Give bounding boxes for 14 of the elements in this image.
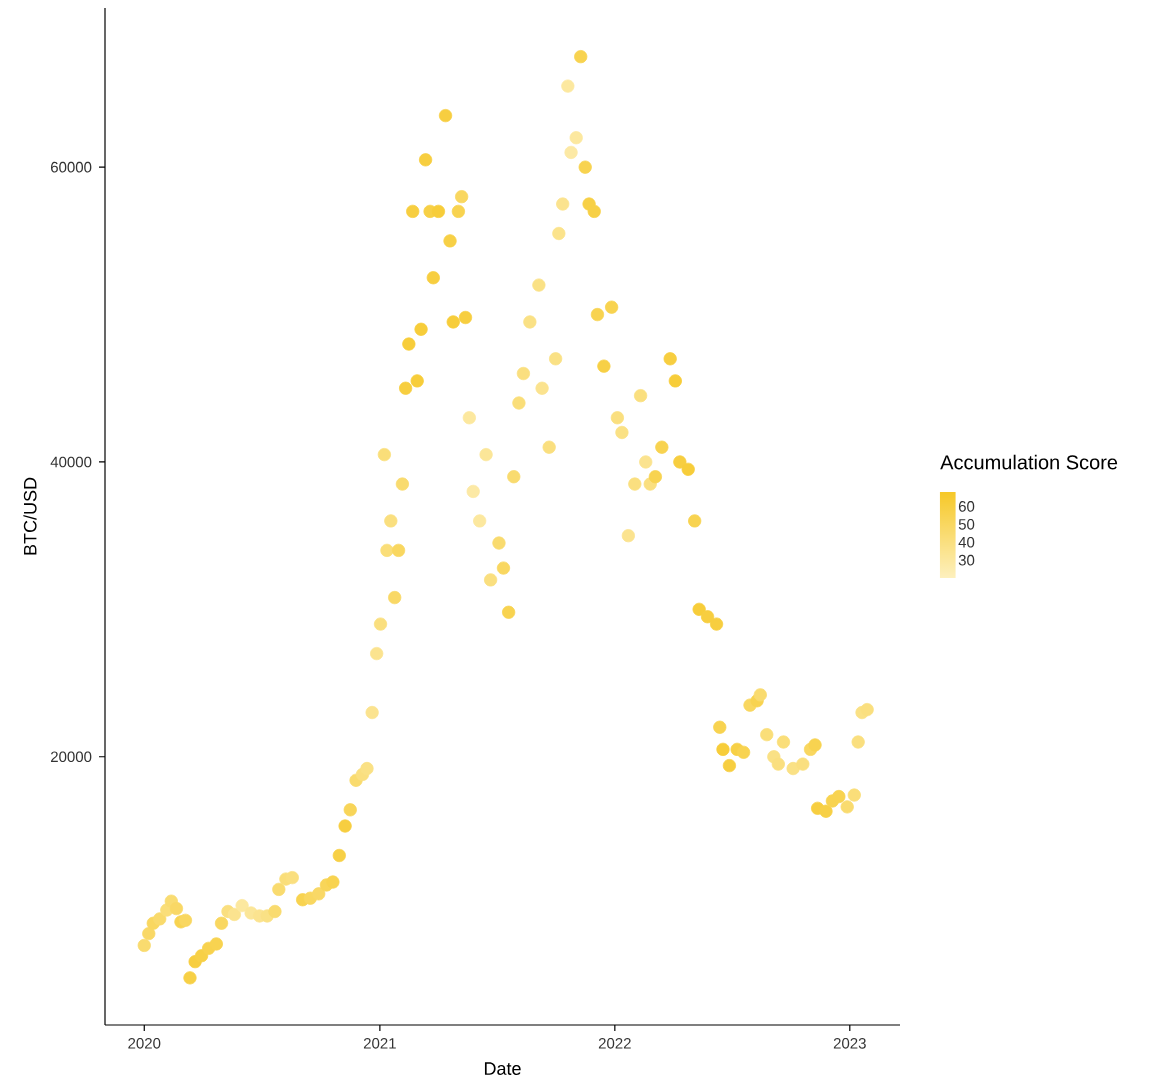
x-tick-label: 2020 [128, 1038, 161, 1049]
y-axis-title: BTC/USD [23, 477, 37, 555]
x-tick-label: 2023 [833, 1038, 866, 1049]
y-tick-label: 20000 [51, 751, 92, 763]
color-bar-label: 40 [958, 536, 975, 548]
color-bar-label: 60 [958, 501, 975, 512]
x-tick-label: 2021 [363, 1038, 396, 1049]
color-bar-title: Accumulation Score [940, 454, 1118, 470]
x-axis-title: Date [484, 1062, 521, 1075]
y-tick-label: 40000 [50, 456, 92, 468]
color-bar-label: 30 [958, 554, 975, 566]
x-tick-label: 2022 [598, 1038, 631, 1049]
y-tick-label: 60000 [51, 161, 92, 173]
color-bar-label: 50 [958, 519, 975, 530]
